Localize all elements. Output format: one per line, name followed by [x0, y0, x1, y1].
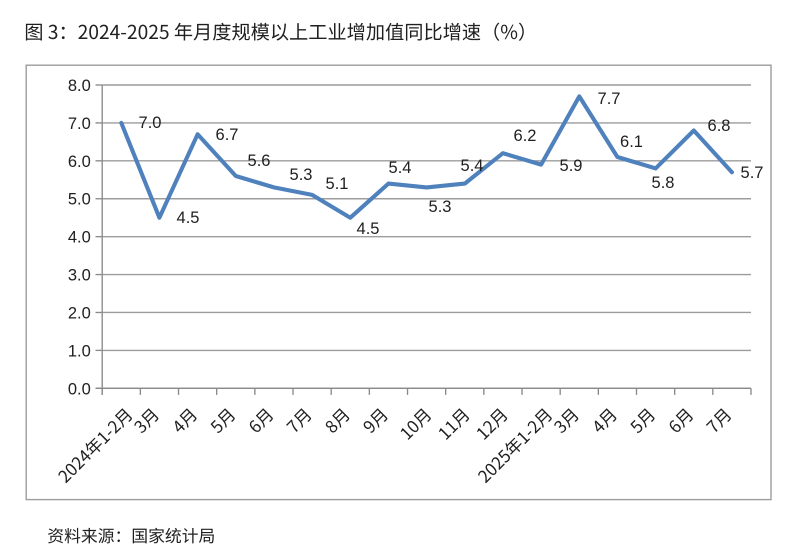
svg-text:5.9: 5.9	[560, 157, 583, 175]
svg-text:7.7: 7.7	[598, 90, 621, 108]
svg-text:5.1: 5.1	[326, 175, 349, 193]
svg-text:5.3: 5.3	[429, 198, 452, 216]
svg-text:7.0: 7.0	[139, 114, 162, 132]
svg-text:8.0: 8.0	[68, 77, 91, 95]
svg-text:1.0: 1.0	[68, 342, 91, 360]
svg-text:5.8: 5.8	[652, 174, 675, 192]
svg-text:7.0: 7.0	[68, 115, 91, 133]
svg-text:5.7: 5.7	[741, 164, 764, 182]
svg-text:4.5: 4.5	[177, 209, 200, 227]
svg-text:6.2: 6.2	[514, 127, 537, 145]
svg-text:0.0: 0.0	[68, 380, 91, 398]
svg-text:5.4: 5.4	[389, 159, 412, 177]
svg-text:6.7: 6.7	[216, 126, 239, 144]
svg-text:3.0: 3.0	[68, 267, 91, 285]
svg-text:6.8: 6.8	[708, 117, 731, 135]
svg-text:5.3: 5.3	[290, 166, 313, 184]
svg-text:5.6: 5.6	[248, 152, 271, 170]
svg-text:5.0: 5.0	[68, 191, 91, 209]
svg-text:5.4: 5.4	[461, 157, 484, 175]
svg-text:4.5: 4.5	[357, 220, 380, 238]
svg-text:6.1: 6.1	[620, 133, 643, 151]
svg-text:2.0: 2.0	[68, 304, 91, 322]
svg-text:6.0: 6.0	[68, 153, 91, 171]
svg-text:4.0: 4.0	[68, 229, 91, 247]
